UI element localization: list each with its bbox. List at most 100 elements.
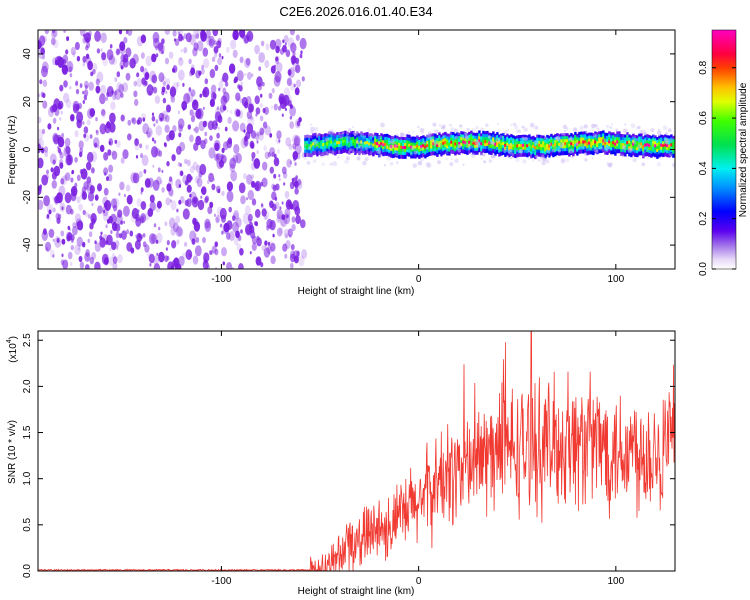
signal-cell <box>456 147 459 152</box>
noise-cell <box>149 263 152 267</box>
signal-cell <box>362 141 365 146</box>
signal-cell <box>670 146 673 151</box>
noise-cell <box>206 36 213 46</box>
signal-cell <box>576 136 579 141</box>
signal-cell <box>620 139 623 144</box>
signal-cell <box>512 141 515 146</box>
noise-cell <box>229 157 237 169</box>
signal-cell <box>408 143 411 148</box>
signal-cell <box>494 151 497 156</box>
signal-cell <box>330 149 333 154</box>
noise-cell <box>256 76 263 87</box>
noise-cell <box>217 37 222 45</box>
noise-cell <box>247 213 253 222</box>
noise-cell <box>272 233 275 238</box>
signal-cell <box>412 142 415 147</box>
signal-cell <box>594 140 597 145</box>
signal-cell <box>474 144 477 149</box>
signal-cell <box>664 143 667 148</box>
noise-cell <box>99 123 107 135</box>
signal-cell <box>362 144 365 149</box>
signal-cell <box>528 137 531 142</box>
signal-halo-cell <box>365 146 368 150</box>
signal-cell <box>442 138 445 143</box>
signal-cell <box>370 139 373 144</box>
signal-cell <box>546 134 549 139</box>
signal-halo-cell <box>475 143 481 148</box>
signal-cell <box>628 140 631 145</box>
signal-cell <box>304 153 307 157</box>
signal-cell <box>650 147 653 152</box>
signal-cell <box>580 137 583 142</box>
signal-halo-cell <box>650 128 655 133</box>
signal-cell <box>624 149 627 154</box>
signal-cell <box>606 147 609 152</box>
signal-cell <box>530 145 533 150</box>
signal-cell <box>538 143 541 148</box>
signal-cell <box>600 143 603 148</box>
signal-cell <box>352 148 355 153</box>
signal-cell <box>430 139 433 144</box>
noise-cell <box>195 33 200 40</box>
signal-cell <box>608 146 611 151</box>
signal-cell <box>514 136 517 141</box>
noise-cell <box>211 56 216 63</box>
signal-cell <box>482 148 485 153</box>
signal-cell <box>656 152 659 156</box>
signal-cell <box>382 152 385 157</box>
noise-cell <box>289 181 295 190</box>
noise-cell <box>60 259 65 266</box>
noise-cell <box>151 53 157 63</box>
noise-cell <box>231 33 236 40</box>
signal-cell <box>500 142 503 147</box>
noise-cell <box>84 80 89 89</box>
signal-halo-cell <box>601 138 607 144</box>
signal-cell <box>432 142 435 147</box>
noise-cell <box>246 110 253 120</box>
signal-cell <box>604 132 607 137</box>
signal-cell <box>440 152 443 157</box>
signal-cell <box>670 149 673 154</box>
signal-cell <box>522 152 525 157</box>
signal-cell <box>438 147 441 152</box>
signal-cell <box>578 134 581 139</box>
signal-halo-cell <box>662 125 668 131</box>
noise-cell <box>99 237 106 248</box>
noise-cell <box>205 30 211 39</box>
signal-cell <box>566 136 569 141</box>
noise-cell <box>57 126 60 131</box>
signal-halo-cell <box>544 136 547 140</box>
signal-halo-cell <box>433 128 437 133</box>
signal-cell <box>448 136 451 141</box>
signal-cell <box>468 131 471 136</box>
signal-halo-cell <box>362 160 367 166</box>
signal-cell <box>476 132 479 137</box>
noise-cell <box>247 189 254 201</box>
signal-cell <box>538 146 541 151</box>
noise-cell <box>103 152 109 161</box>
noise-cell <box>44 30 50 35</box>
noise-cell <box>68 66 73 73</box>
signal-cell <box>524 152 527 157</box>
signal-cell <box>330 137 333 142</box>
noise-cell <box>52 30 56 34</box>
noise-cell <box>275 183 280 191</box>
signal-cell <box>350 131 353 136</box>
signal-halo-cell <box>596 127 600 131</box>
signal-cell <box>356 131 359 136</box>
signal-cell <box>498 140 501 145</box>
signal-halo-cell <box>362 153 366 156</box>
signal-cell <box>634 152 637 157</box>
signal-halo-cell <box>449 123 452 127</box>
noise-cell <box>121 82 129 93</box>
signal-cell <box>452 144 455 149</box>
signal-halo-cell <box>337 156 340 159</box>
noise-cell <box>247 71 252 80</box>
signal-cell <box>478 130 481 135</box>
noise-cell <box>149 233 156 245</box>
noise-cell <box>275 38 282 49</box>
signal-cell <box>464 147 467 151</box>
noise-cell <box>133 90 138 98</box>
signal-cell <box>378 147 381 152</box>
noise-cell <box>120 65 124 70</box>
